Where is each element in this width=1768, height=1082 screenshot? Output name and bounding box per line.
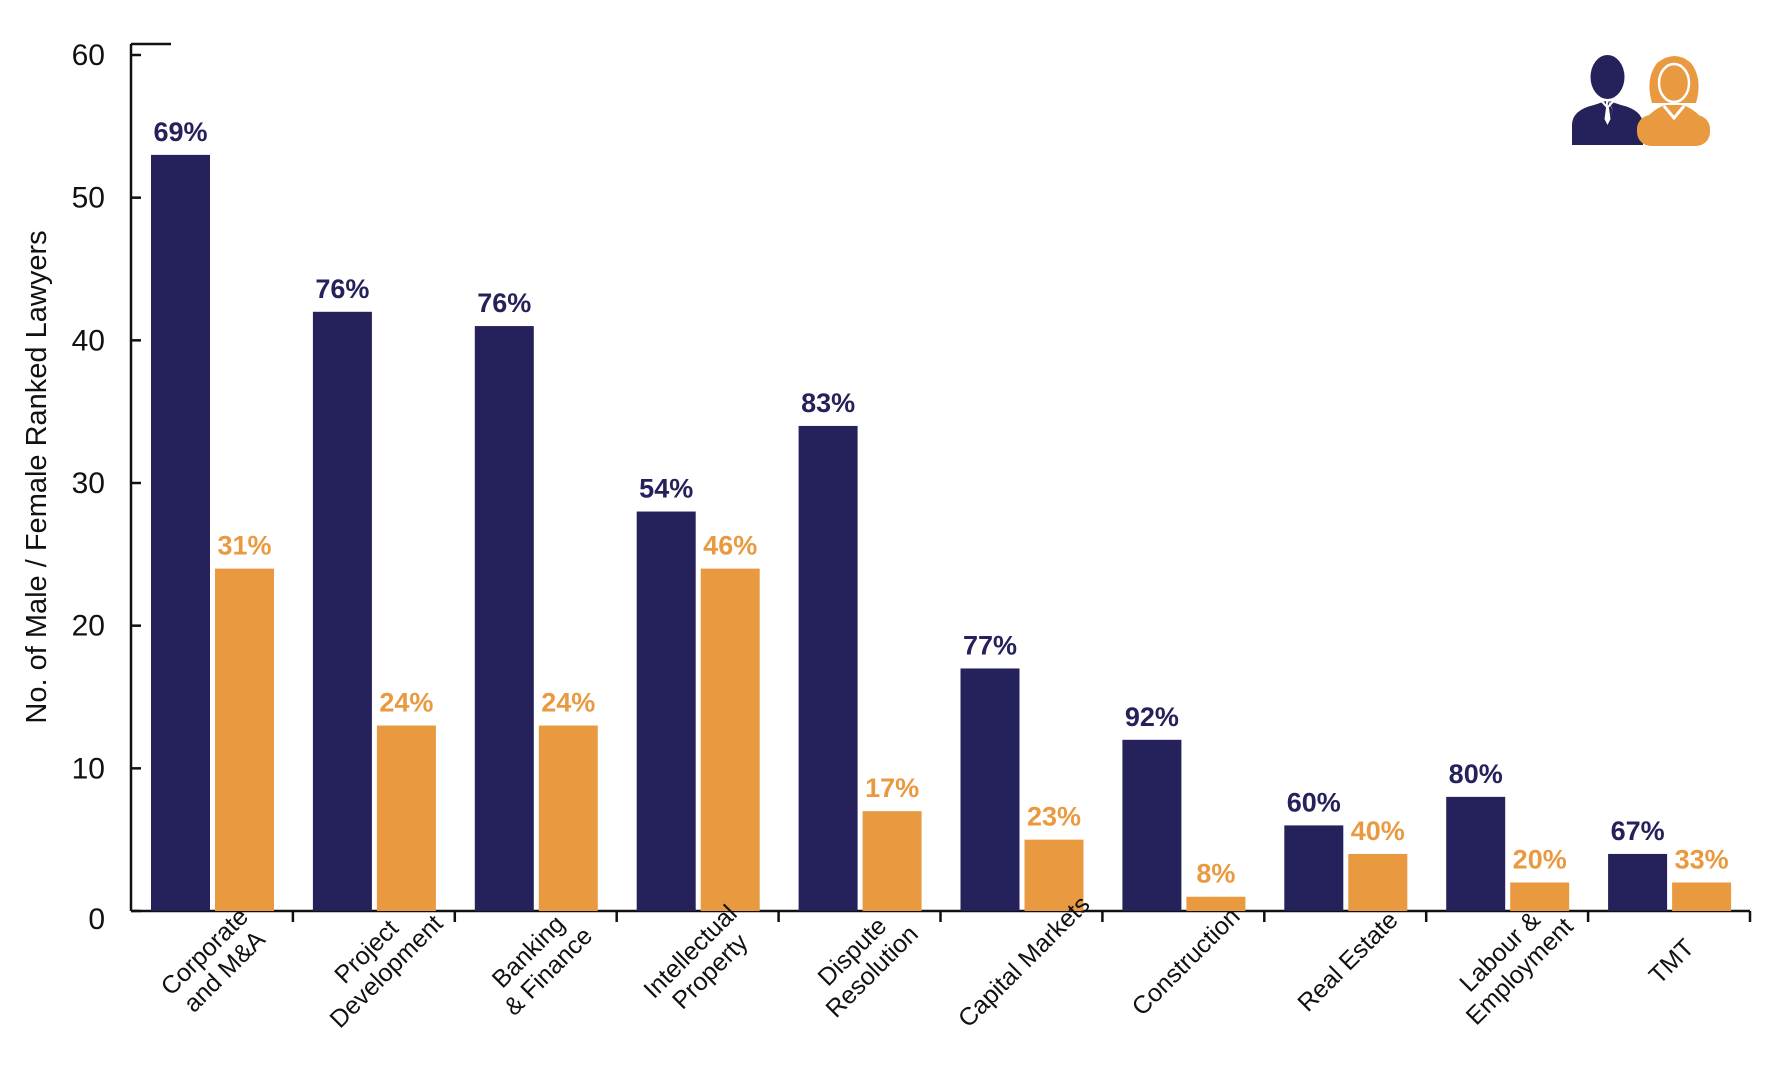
bar-male — [636, 511, 696, 911]
category-label: Labour &Employment — [1454, 906, 1579, 1031]
data-label-male: 69% — [153, 117, 207, 147]
bar-male — [960, 668, 1020, 911]
data-label-female: 20% — [1513, 844, 1567, 874]
data-label-male: 60% — [1287, 787, 1341, 817]
data-label-female: 33% — [1675, 844, 1729, 874]
category-label-line: Real Estate — [1292, 906, 1403, 1017]
bar-male — [312, 311, 372, 911]
category-label: TMT — [1644, 934, 1700, 990]
bar-male — [1284, 825, 1344, 911]
y-tick-label: 0 — [88, 903, 105, 936]
data-label-male: 67% — [1611, 816, 1665, 846]
data-label-male: 76% — [477, 288, 531, 318]
data-label-female: 24% — [379, 688, 433, 718]
bar-male — [1122, 739, 1182, 911]
data-label-female: 24% — [541, 688, 595, 718]
x-axis — [131, 909, 1752, 922]
male-person-icon — [1572, 55, 1643, 145]
data-label-male: 54% — [639, 474, 693, 504]
category-label-line: TMT — [1644, 934, 1700, 990]
data-label-female: 8% — [1196, 859, 1235, 889]
bar-female — [1186, 896, 1246, 911]
bar-female — [538, 725, 598, 911]
bar-female — [376, 725, 436, 911]
bar-male — [151, 154, 210, 911]
y-tick-label: 20 — [72, 610, 105, 643]
y-axis: 0 10 20 30 40 50 60 — [72, 39, 171, 936]
y-tick-label: 50 — [72, 182, 105, 215]
y-tick-label: 10 — [72, 752, 105, 785]
bar-female — [1672, 882, 1732, 911]
data-labels: 69% 31% 76% 24% 76% 24% 54% 46% 83% 17% 77% 23% 92% 8… — [153, 117, 1728, 889]
category-label-line: Construction — [1127, 902, 1246, 1021]
female-person-icon — [1637, 56, 1710, 146]
data-label-female: 31% — [217, 531, 271, 561]
category-label: Banking& Finance — [487, 910, 598, 1021]
data-label-female: 40% — [1351, 816, 1405, 846]
data-label-female: 46% — [703, 531, 757, 561]
bar-female — [1348, 853, 1408, 911]
bar-female — [215, 568, 274, 911]
bar-male — [1446, 796, 1506, 911]
data-label-female: 17% — [865, 773, 919, 803]
y-tick-label: 30 — [72, 467, 105, 500]
bar-female — [700, 568, 760, 911]
bar-female — [1024, 839, 1084, 911]
data-label-male: 76% — [315, 274, 369, 304]
category-label: Real Estate — [1292, 906, 1403, 1017]
y-tick-label: 60 — [72, 39, 105, 72]
category-label: Construction — [1127, 902, 1246, 1021]
data-label-male: 80% — [1449, 759, 1503, 789]
bar-male — [474, 326, 534, 912]
data-label-male: 92% — [1125, 702, 1179, 732]
bar-female — [862, 811, 922, 911]
y-axis-title: No. of Male / Female Ranked Lawyers — [21, 230, 53, 723]
bar-female — [1510, 882, 1570, 911]
bar-male — [798, 425, 858, 911]
bar-male — [1608, 853, 1668, 911]
data-label-female: 23% — [1027, 802, 1081, 832]
y-tick-label: 40 — [72, 324, 105, 357]
data-label-male: 77% — [963, 630, 1017, 660]
data-label-male: 83% — [801, 388, 855, 418]
bars — [151, 154, 1732, 912]
